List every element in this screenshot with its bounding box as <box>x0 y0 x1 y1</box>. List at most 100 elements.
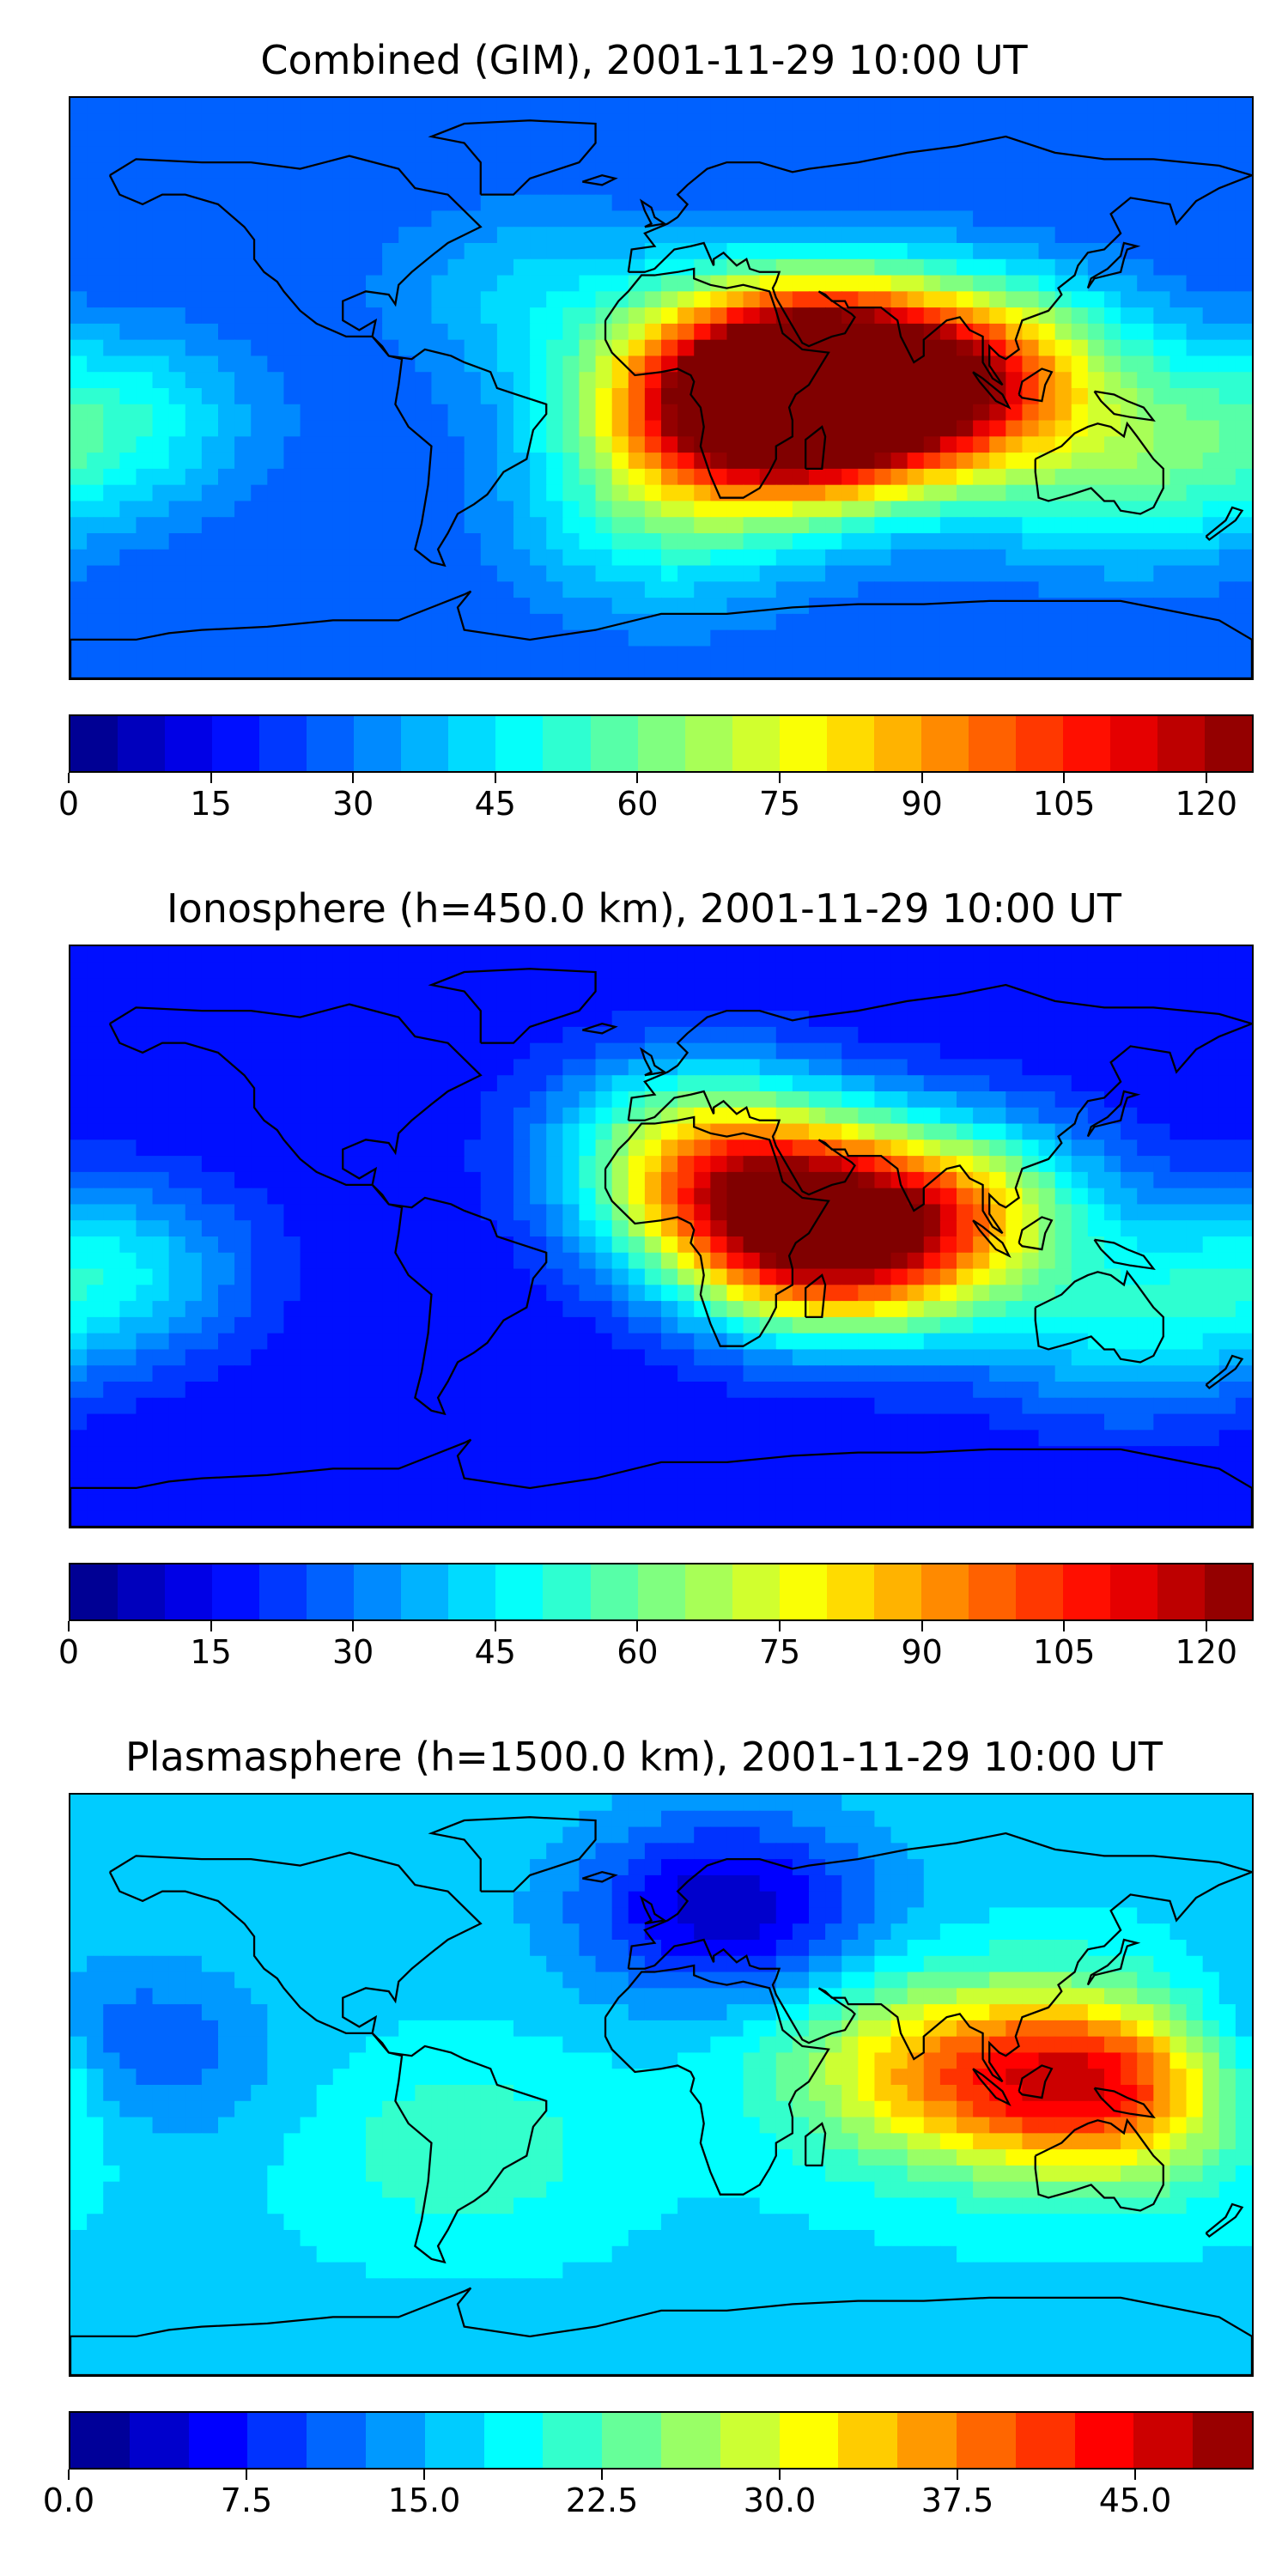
tec-cell <box>562 1365 580 1382</box>
tec-cell <box>1121 98 1138 115</box>
tec-cell <box>1170 323 1188 341</box>
tec-cell <box>923 613 941 631</box>
tec-cell <box>251 1011 269 1028</box>
tec-cell <box>1104 113 1121 131</box>
tec-cell <box>759 291 777 308</box>
tec-cell <box>119 1365 137 1382</box>
tec-cell <box>464 307 482 325</box>
tec-cell <box>1005 258 1024 276</box>
tec-cell <box>809 146 826 163</box>
tec-cell <box>415 662 433 678</box>
tec-cell <box>858 978 876 996</box>
tec-cell <box>858 436 876 453</box>
tec-cell <box>874 533 892 550</box>
tec-cell <box>513 1413 531 1431</box>
tec-cell <box>957 946 974 963</box>
tec-cell <box>989 646 1007 663</box>
tec-cell <box>841 581 860 598</box>
tec-cell <box>283 662 301 678</box>
tec-cell <box>496 1365 514 1382</box>
tec-cell <box>595 598 613 615</box>
tec-cell <box>513 484 531 502</box>
tec-cell <box>890 1413 908 1431</box>
tec-cell <box>119 355 137 373</box>
tec-cell <box>1071 372 1089 389</box>
tec-cell <box>611 581 629 598</box>
tec-cell <box>152 1123 170 1141</box>
colorbar-level <box>259 716 307 771</box>
tec-cell <box>530 436 547 453</box>
tec-cell <box>283 307 301 325</box>
tec-cell <box>1104 1204 1121 1221</box>
tec-cell <box>1054 517 1072 534</box>
tec-cell <box>496 227 514 244</box>
tec-cell <box>973 372 990 389</box>
tec-cell <box>431 613 449 631</box>
tec-cell <box>841 453 860 470</box>
tec-cell <box>136 1252 154 1270</box>
tec-cell <box>267 1156 285 1173</box>
tec-cell <box>300 243 318 260</box>
tec-cell <box>70 1171 88 1189</box>
tec-cell <box>1235 1382 1252 1399</box>
tec-cell <box>874 613 892 631</box>
tec-cell <box>858 549 876 567</box>
tec-cell <box>185 1139 203 1157</box>
tec-cell <box>218 1220 235 1237</box>
tec-cell <box>300 98 318 115</box>
tec-cell <box>957 1430 974 1447</box>
tec-cell <box>332 291 350 308</box>
tec-cell <box>775 1413 793 1431</box>
tec-cell <box>710 420 728 438</box>
tec-cell <box>103 130 121 148</box>
tec-cell <box>70 258 88 276</box>
tec-cell <box>1038 662 1056 678</box>
tec-cell <box>677 613 695 631</box>
tec-cell <box>398 420 416 438</box>
tec-cell <box>185 436 203 453</box>
tec-cell <box>628 501 646 518</box>
tec-cell <box>825 962 842 980</box>
tec-cell <box>1054 1075 1072 1092</box>
tec-cell <box>907 1333 925 1351</box>
tec-cell <box>1235 1026 1252 1044</box>
tec-cell <box>185 146 203 163</box>
tec-cell <box>628 210 646 228</box>
tec-cell <box>300 662 318 678</box>
tec-cell <box>694 1397 712 1415</box>
tec-cell <box>316 355 334 373</box>
tec-cell <box>939 517 957 534</box>
tec-cell <box>234 355 252 373</box>
tec-cell <box>661 1091 678 1109</box>
tec-cell <box>1104 1301 1121 1318</box>
tec-cell <box>628 962 646 980</box>
tec-cell <box>1186 1268 1204 1286</box>
colorbar-ticks: 0 15 30 45 60 75 90 105 120 <box>58 773 1254 824</box>
tec-cell <box>316 1365 334 1382</box>
tec-cell <box>973 162 990 179</box>
tec-cell <box>710 501 728 518</box>
tec-cell <box>890 307 908 325</box>
tec-cell <box>415 113 433 131</box>
tec-cell <box>234 130 252 148</box>
tec-cell <box>792 307 810 325</box>
tec-cell <box>1170 388 1188 405</box>
tec-cell <box>218 598 235 615</box>
tec-cell <box>677 1188 695 1206</box>
tec-cell <box>1104 1091 1121 1109</box>
tec-cell <box>874 1026 892 1044</box>
tec-cell <box>234 629 252 647</box>
tec-cell <box>234 307 252 325</box>
tec-cell <box>168 978 186 996</box>
tec-cell <box>957 113 974 131</box>
tec-cell <box>447 436 465 453</box>
tec-cell <box>1005 1075 1024 1092</box>
colorbar-tick <box>494 773 496 783</box>
tec-cell <box>415 517 433 534</box>
tec-cell <box>1186 517 1204 534</box>
tec-cell <box>168 1042 186 1060</box>
tec-cell <box>775 1059 793 1076</box>
tec-cell <box>890 1397 908 1415</box>
tec-cell <box>366 98 383 115</box>
tec-cell <box>1235 468 1252 486</box>
